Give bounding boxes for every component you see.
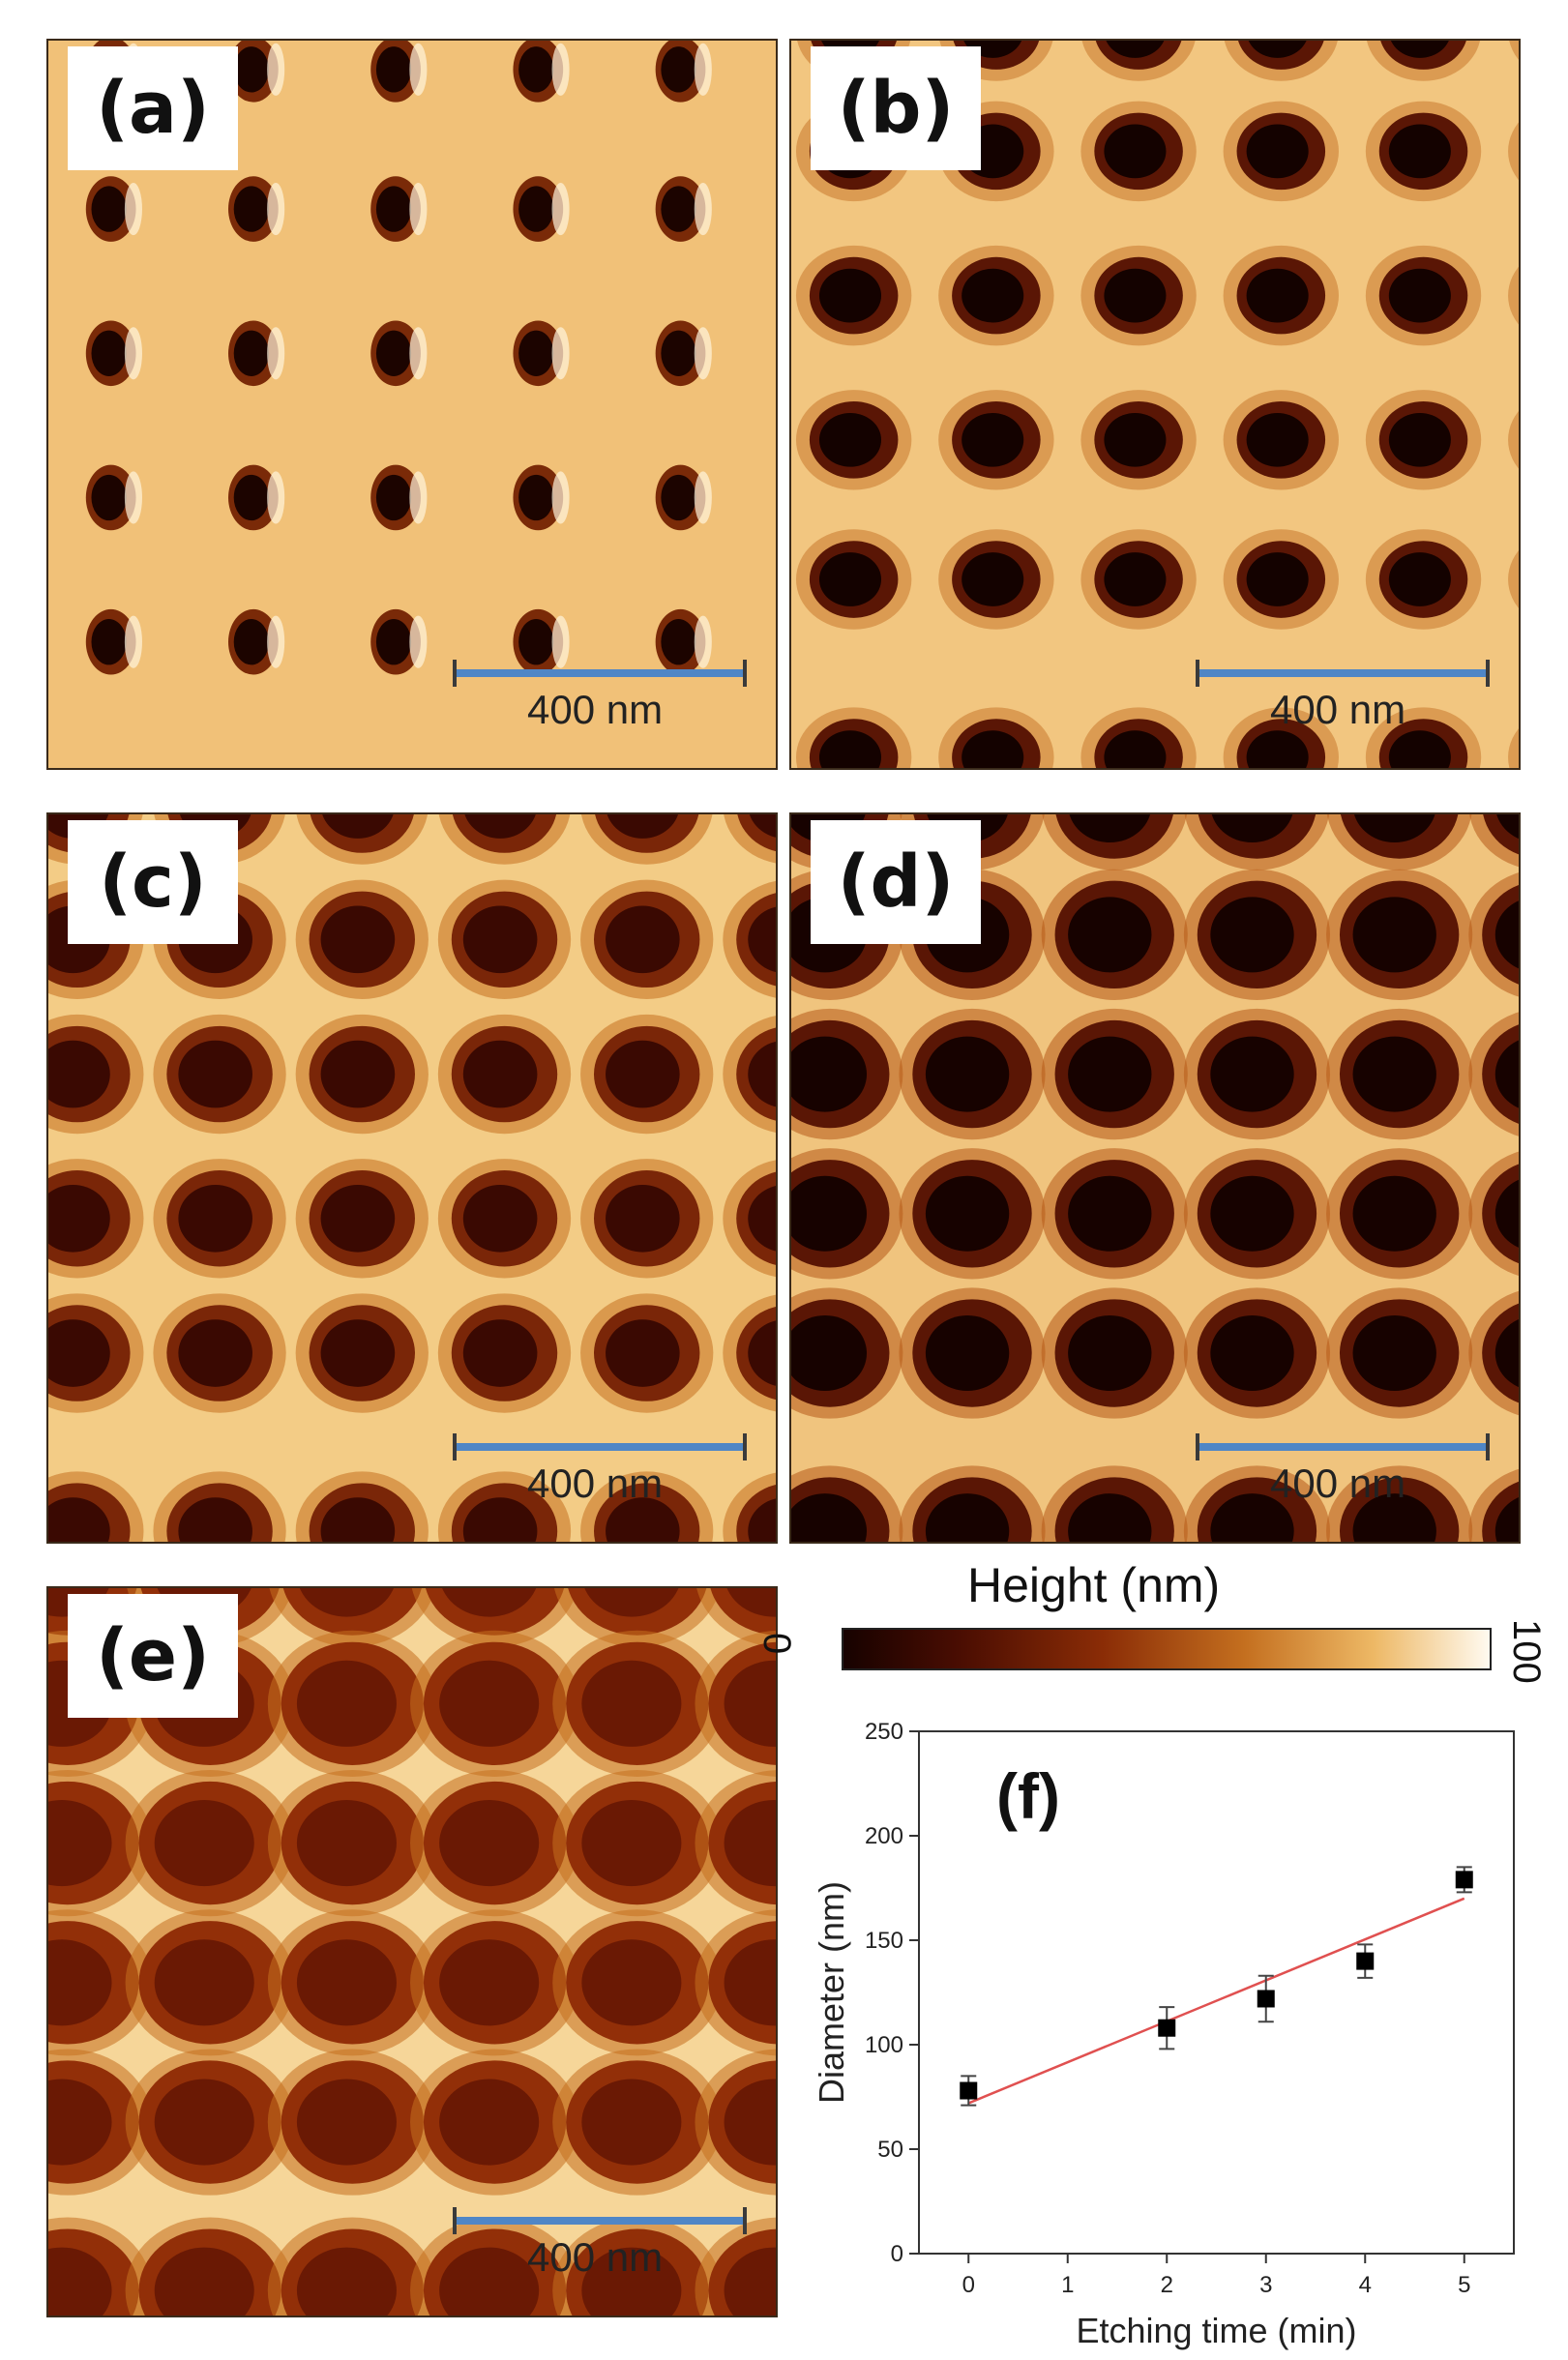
data-point [1257, 1974, 1275, 2023]
panel-label-b: (b) [811, 46, 981, 170]
colorbar-max-label: 100 [1505, 1619, 1548, 1684]
afm-panel-d: (d) 400 nm [789, 812, 1521, 1544]
diameter-vs-etching-time-chart: 0 50 100 150 200 250 0 1 2 3 4 5 (f) Etching time (mi… [812, 1719, 1515, 2350]
plot-frame [918, 1730, 1515, 2255]
afm-image-a [48, 41, 776, 768]
fit-line [967, 1897, 1465, 2105]
marker [1257, 1990, 1275, 2008]
colorbar-title: Height (nm) [967, 1558, 1221, 1612]
data-point [1455, 1866, 1473, 1894]
panel-label-c: (c) [68, 820, 238, 944]
x-tick-label: 1 [1061, 2272, 1074, 2298]
afm-image-b [791, 41, 1519, 768]
afm-panel-c: (c) 400 nm [46, 812, 778, 1544]
x-axis-label: Etching time (min) [1076, 2311, 1356, 2350]
marker [1356, 1952, 1375, 1970]
scale-bar-e [453, 2207, 747, 2234]
marker [1455, 1871, 1473, 1889]
scale-bar-label-d: 400 nm [1270, 1460, 1406, 1506]
y-tick-label: 250 [865, 1719, 903, 1745]
scale-bar-d [1196, 1433, 1490, 1460]
y-tick-label: 50 [877, 2137, 903, 2163]
y-tick-label: 200 [865, 1823, 903, 1849]
x-tick-label: 2 [1161, 2272, 1173, 2298]
y-tick-label: 100 [865, 2032, 903, 2058]
marker [1158, 2019, 1176, 2037]
colorbar-min-label: 0 [755, 1633, 798, 1655]
x-tick-label: 3 [1259, 2272, 1272, 2298]
afm-panel-a: (a) 400 nm [46, 39, 778, 770]
panel-label-d: (d) [811, 820, 981, 944]
scale-bar-label-a: 400 nm [527, 687, 664, 732]
height-colorbar [842, 1628, 1492, 1670]
scale-bar-c [453, 1433, 747, 1460]
afm-panel-e: (e) 400 nm [46, 1586, 778, 2317]
scale-bar-label-c: 400 nm [527, 1460, 664, 1506]
x-tick-label: 4 [1359, 2272, 1372, 2298]
y-tick-label: 0 [891, 2241, 903, 2267]
afm-panel-b: (b) 400 nm [789, 39, 1521, 770]
data-point [1158, 2006, 1176, 2050]
marker [960, 2081, 978, 2100]
scale-bar-b [1196, 660, 1490, 687]
x-tick-label: 5 [1458, 2272, 1470, 2298]
panel-label-a: (a) [68, 46, 238, 170]
data-point [960, 2075, 978, 2107]
data-point [1356, 1943, 1375, 1979]
panel-label-f: (f) [996, 1760, 1060, 1832]
y-tick-label: 150 [865, 1928, 903, 1954]
scale-bar-label-e: 400 nm [527, 2234, 664, 2280]
scale-bar-a [453, 660, 747, 687]
panel-label-e: (e) [68, 1594, 238, 1718]
scale-bar-label-b: 400 nm [1270, 687, 1406, 732]
x-tick-label: 0 [962, 2272, 975, 2298]
y-axis-label: Diameter (nm) [812, 1881, 851, 2104]
